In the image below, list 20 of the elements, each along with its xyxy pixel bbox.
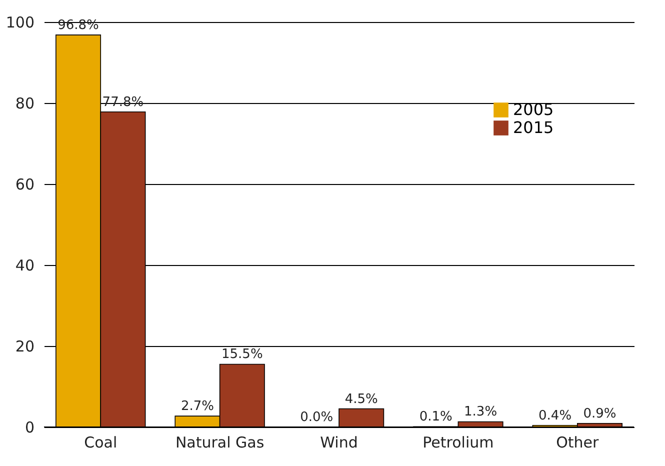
y-tick-label: 40: [15, 256, 34, 274]
y-tick-label: 80: [15, 94, 34, 112]
data-label: 15.5%: [222, 347, 263, 362]
y-tick-label: 100: [6, 14, 34, 32]
data-label: 4.5%: [344, 392, 378, 407]
data-label: 0.1%: [419, 410, 452, 425]
x-tick-label: Other: [556, 434, 600, 452]
x-tick-label: Coal: [84, 434, 118, 452]
data-label: 2.7%: [180, 399, 214, 414]
y-tick-label: 60: [15, 176, 34, 194]
legend-label: 2015: [513, 118, 554, 137]
data-label: 0.0%: [300, 410, 334, 425]
x-tick-label: Wind: [320, 434, 358, 452]
data-label: 0.9%: [583, 406, 616, 422]
data-label: 1.3%: [464, 404, 498, 420]
data-label: 0.4%: [538, 408, 572, 424]
x-tick-label: Natural Gas: [175, 434, 264, 452]
y-tick-label: 20: [15, 338, 34, 356]
y-tick-label: 0: [24, 418, 34, 436]
x-tick-label: Petrolium: [422, 434, 494, 452]
